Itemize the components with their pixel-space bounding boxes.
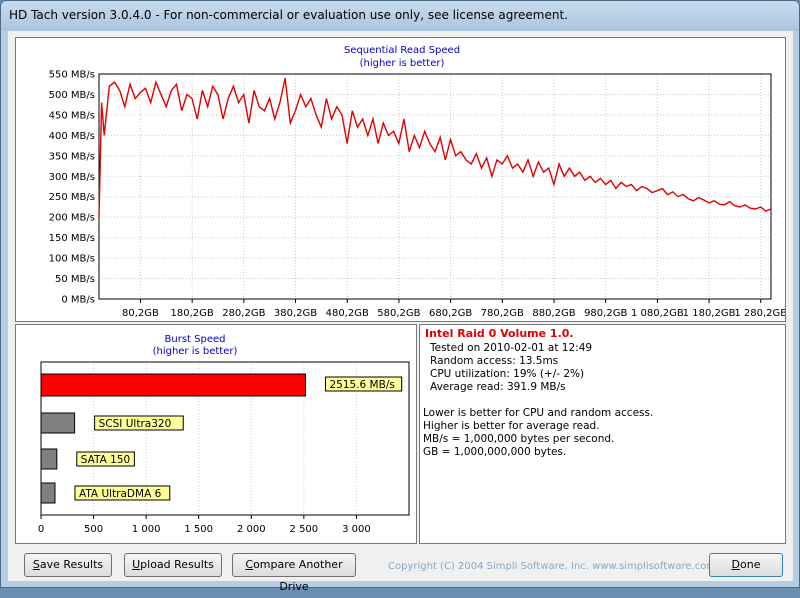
y-tick-label: 100 MB/s [49,254,95,265]
save-results-button[interactable]: Save Results [24,553,112,577]
y-tick-label: 300 MB/s [49,172,95,183]
series-line [98,77,772,218]
done-button[interactable]: Done [709,553,783,577]
average-read: Average read: 391.9 MB/s [430,381,566,393]
done-accel: D [731,558,740,571]
x-axis-ticks: 80,2GB 180,2GB 280,2GB 380,2GB 480,2GB 580,2G… [122,308,787,319]
drive-name: Intel Raid 0 Volume 1.0. [425,327,574,340]
y-tick-label: 200 MB/s [49,213,95,224]
y-tick-label: 250 MB/s [49,192,95,203]
x-tick-label: 1 080,2GB [631,308,684,319]
chart-grid [99,74,771,303]
y-axis-ticks: 550 MB/s 500 MB/s 450 MB/s 400 MB/s 350 MB/s… [49,70,95,306]
y-tick-label: 350 MB/s [49,151,95,162]
y-tick-label: 0 MB/s [61,295,95,306]
burst-label: ATA UltraDMA 6 [79,488,162,500]
upload-label: pload Results [140,558,214,571]
burst-x-ticks: 0 500 1 000 1 500 2 000 2 500 3 000 [38,524,371,535]
copyright-text: Copyright (C) 2004 Simpli Software, Inc.… [388,561,717,572]
compare-accel: C [245,558,254,571]
burst-tick-label: 2 000 [237,524,266,535]
burst-tick-label: 2 500 [290,524,319,535]
burst-bars: 2515.6 MB/s SCSI Ultra320 SATA 150 ATA Ultr… [40,373,403,504]
burst-label-box [76,451,135,467]
save-label: ave Results [39,558,104,571]
cpu-utilization: CPU utilization: 19% (+/- 2%) [430,368,585,380]
x-tick-label: 580,2GB [377,308,420,319]
burst-speed-panel: Burst Speed (higher is better) 2515.6 MB… [15,324,417,544]
x-tick-label: 680,2GB [429,308,472,319]
x-tick-label: 480,2GB [326,308,369,319]
x-tick-label: 380,2GB [274,308,317,319]
y-tick-label: 150 MB/s [49,233,95,244]
note-mbps: MB/s = 1,000,000 bytes per second. [423,433,615,445]
note-gb: GB = 1,000,000,000 bytes. [423,446,567,458]
sequential-read-panel: Sequential Read Speed (higher is better)… [15,37,788,322]
y-tick-label: 400 MB/s [49,131,95,142]
y-tick-label: 50 MB/s [55,274,95,285]
done-label: one [740,558,761,571]
burst-tick-label: 3 000 [342,524,371,535]
burst-bar [40,448,58,470]
burst-label: SATA 150 [81,454,130,466]
x-tick-label: 80,2GB [122,308,159,319]
compare-drive-button[interactable]: Compare Another Drive [232,553,356,593]
burst-bar [40,412,76,434]
x-tick-label: 180,2GB [171,308,214,319]
burst-bar [40,482,56,504]
x-tick-label: 880,2GB [532,308,575,319]
x-tick-label: 980,2GB [584,308,627,319]
x-tick-label: 780,2GB [481,308,524,319]
x-tick-label: 280,2GB [222,308,265,319]
burst-tick-label: 1 000 [132,524,161,535]
y-tick-label: 550 MB/s [49,70,95,81]
chart-subtitle: (higher is better) [360,58,445,69]
note-higher-better: Higher is better for average read. [423,420,600,432]
burst-label: 2515.6 MB/s [329,379,394,391]
burst-label-box [324,376,403,392]
window-title: HD Tach version 3.0.4.0 - For non-commer… [9,8,568,22]
burst-bar [40,373,306,397]
burst-label-box [74,485,171,501]
x-tick-label: 1 280,2GB [734,308,785,319]
burst-plot-frame [40,361,410,516]
drive-info-panel: Intel Raid 0 Volume 1.0. Tested on 2010-… [419,324,786,544]
x-tick-label: 1 180,2GB [683,308,736,319]
burst-speed-chart: Burst Speed (higher is better) 2515.6 MB… [38,334,410,535]
upload-accel: U [132,558,141,571]
burst-tick-label: 0 [38,524,44,535]
burst-tick-label: 500 [84,524,103,535]
tested-date: Tested on 2010-02-01 at 12:49 [430,342,593,354]
burst-label: SCSI Ultra320 [99,418,172,430]
burst-grid [40,362,357,519]
chart-title: Sequential Read Speed [344,45,460,56]
sequential-read-chart: Sequential Read Speed (higher is better)… [49,45,788,319]
client-area: Sequential Read Speed (higher is better)… [8,31,793,593]
note-lower-better: Lower is better for CPU and random acces… [423,407,654,419]
random-access: Random access: 13.5ms [430,355,559,367]
title-bar[interactable]: HD Tach version 3.0.4.0 - For non-commer… [1,1,799,31]
burst-tick-label: 1 500 [184,524,213,535]
upload-results-button[interactable]: Upload Results [124,553,222,577]
burst-subtitle: (higher is better) [153,346,238,357]
y-tick-label: 500 MB/s [49,90,95,101]
burst-title: Burst Speed [165,334,226,345]
y-tick-label: 450 MB/s [49,110,95,121]
save-accel: S [32,558,40,571]
burst-label-box [94,415,184,431]
